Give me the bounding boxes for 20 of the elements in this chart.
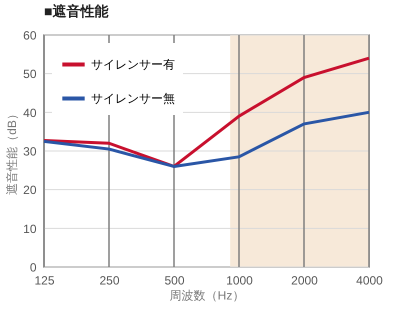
y-tick-label: 0 [30,260,37,274]
x-tick-label: 2000 [291,274,318,288]
y-tick-label: 50 [23,67,37,82]
y-tick-label: 30 [23,144,37,158]
y-axis-title: 遮音性能（dB） [5,108,20,195]
y-tick-label: 10 [23,222,37,236]
x-tick-label: 4000 [356,274,384,288]
x-tick-label: 1000 [226,274,254,288]
y-tick-label: 40 [23,106,37,120]
legend-label: サイレンサー無 [91,92,175,106]
x-tick-label: 500 [164,274,185,288]
x-axis-title: 周波数（Hz） [170,288,244,302]
y-tick-label: 60 [23,28,37,42]
x-tick-label: 250 [99,274,120,288]
x-tick-label: 125 [34,274,55,288]
line-series [42,56,370,168]
line-series [42,110,370,168]
y-tick-label: 20 [23,183,37,198]
legend-label: サイレンサー有 [91,58,175,72]
chart-title: ■遮音性能 [44,3,110,19]
